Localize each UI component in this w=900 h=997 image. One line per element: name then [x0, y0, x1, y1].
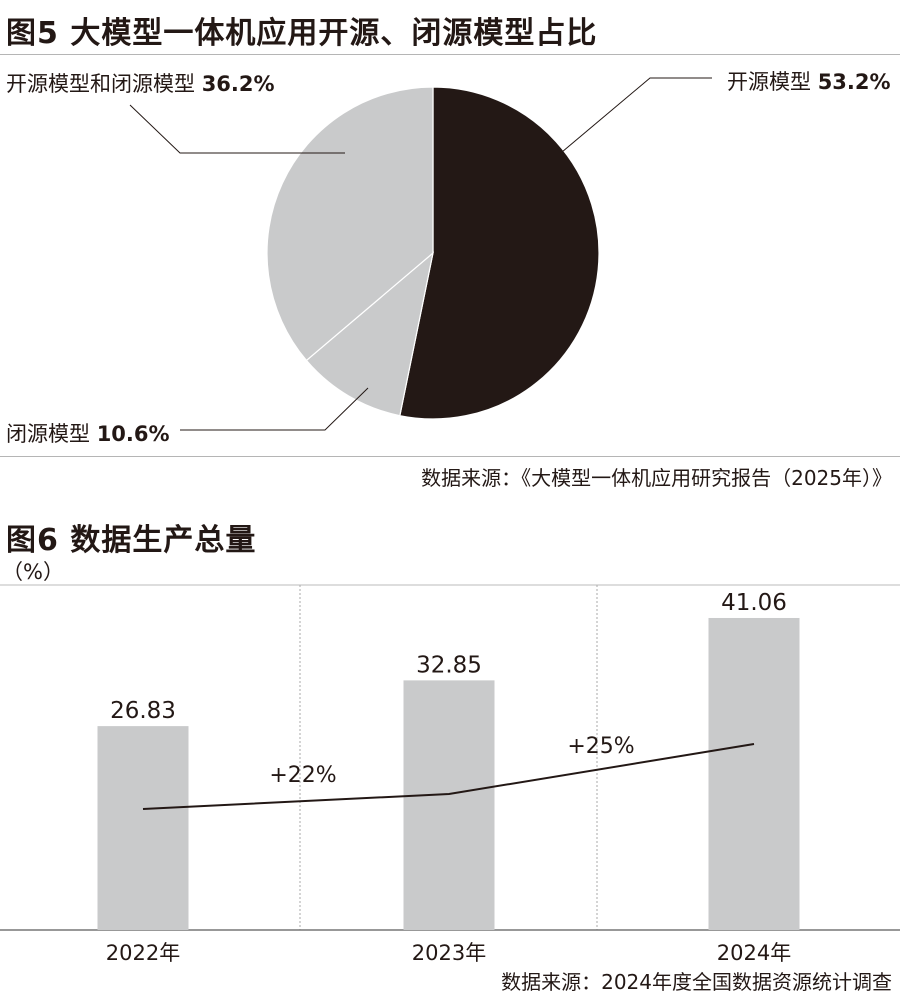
pie-chart-title: 图5 大模型一体机应用开源、闭源模型占比: [6, 16, 598, 51]
bar-value-label: 32.85: [416, 652, 482, 678]
pie-leader-lines: [129, 77, 712, 431]
growth-line: [142, 743, 755, 810]
bar-value-label: 26.83: [110, 698, 176, 724]
slice-label: 闭源模型: [6, 422, 90, 446]
slice-value: 10.6%: [96, 422, 170, 446]
bar-chart-title: 图6 数据生产总量: [6, 523, 257, 558]
leader-line-open: [561, 77, 712, 153]
slice-value: 53.2%: [817, 70, 891, 94]
x-tick-label: 2022年: [106, 941, 180, 965]
divider: [0, 456, 900, 457]
x-tick-label: 2023年: [412, 941, 486, 965]
pie-chart: [266, 86, 600, 420]
growth-label: +25%: [567, 734, 634, 759]
pie-slice-1: [305, 251, 434, 417]
bar-source: 数据来源：2024年度全国数据资源统计调查: [501, 970, 892, 994]
leader-line-closed: [180, 387, 369, 431]
divider: [0, 54, 900, 55]
pie-source: 数据来源：《大模型一体机应用研究报告（2025年）》: [421, 466, 892, 490]
unit-label: （%）: [2, 560, 64, 584]
bar-2024年: [708, 617, 800, 930]
bar-chart: 26.83 2022年 32.85 2023年 41.06 2024年 +22% +25%: [0, 584, 900, 965]
leader-line-both: [129, 104, 345, 154]
slice-value: 36.2%: [201, 72, 275, 96]
slice-label: 开源模型: [727, 70, 811, 94]
bar-value-label: 41.06: [721, 590, 787, 616]
pie-label-both: 开源模型和闭源模型 36.2%: [6, 68, 275, 98]
pie-label-closed: 闭源模型 10.6%: [6, 418, 170, 448]
pie-label-open: 开源模型 53.2%: [727, 66, 891, 96]
pie-slice-2: [266, 86, 434, 362]
growth-label: +22%: [269, 763, 336, 788]
pie-slice-0: [399, 86, 600, 420]
x-tick-label: 2024年: [717, 941, 791, 965]
slice-label: 开源模型和闭源模型: [6, 72, 195, 96]
bar-2023年: [403, 680, 495, 930]
bar-2022年: [97, 726, 189, 930]
